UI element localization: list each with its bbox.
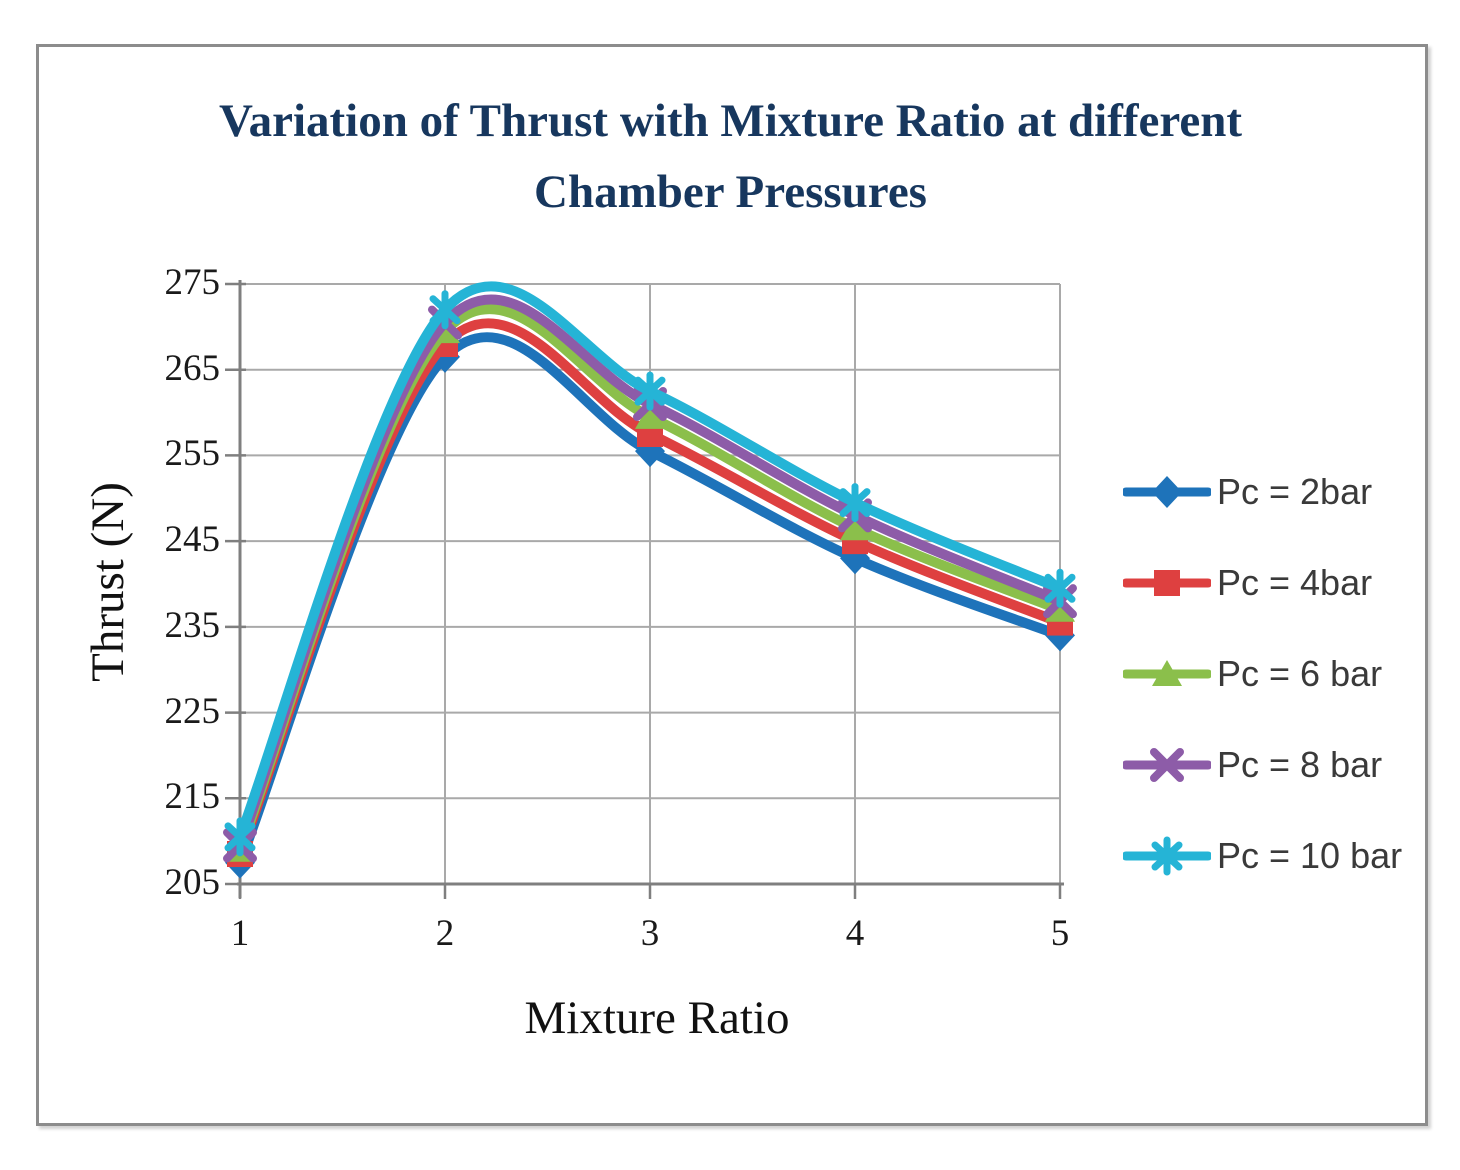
series-marker-asterisk — [839, 483, 871, 523]
legend-swatch — [1123, 476, 1211, 508]
chart-title: Variation of Thrust with Mixture Ratio a… — [36, 86, 1425, 227]
legend-item-pc-4bar: Pc = 4bar — [1123, 561, 1372, 605]
legend-swatch — [1123, 748, 1211, 782]
y-tick-label-245: 245 — [164, 519, 221, 561]
y-tick-label-215: 215 — [164, 776, 221, 818]
series-marker-triangle — [1045, 595, 1075, 622]
y-tick-label-205: 205 — [164, 862, 221, 903]
chart-title-line-2: Chamber Pressures — [534, 165, 927, 218]
y-tick-label-225: 225 — [164, 690, 221, 732]
series-marker-asterisk — [634, 371, 666, 411]
series-pc-10-bar — [224, 281, 1076, 857]
legend-item-pc-6-bar: Pc = 6 bar — [1123, 652, 1382, 696]
series-marker-asterisk — [224, 817, 256, 857]
y-tick-label-255: 255 — [164, 433, 221, 475]
legend-label: Pc = 8 bar — [1217, 744, 1383, 785]
legend-label: Pc = 6 bar — [1217, 653, 1383, 694]
y-axis-title: Thrust (N) — [82, 482, 134, 682]
x-tick-label-5: 5 — [1050, 913, 1070, 954]
legend-item-pc-2bar: Pc = 2bar — [1123, 470, 1372, 514]
x-tick-label-2: 2 — [435, 913, 455, 954]
legend-item-pc-8-bar: Pc = 8 bar — [1123, 743, 1382, 787]
series-marker-triangle — [1152, 660, 1182, 686]
series-marker-triangle — [840, 514, 870, 541]
legend-swatch — [1123, 660, 1211, 686]
x-tick-label-1: 1 — [230, 913, 250, 954]
series-marker-asterisk — [1044, 568, 1076, 608]
y-tick-label-265: 265 — [164, 347, 221, 389]
y-tick-label-235: 235 — [164, 604, 221, 646]
x-tick-label-4: 4 — [845, 913, 865, 954]
series-marker-asterisk — [1151, 836, 1183, 876]
series-line-pc-10-bar — [235, 281, 1065, 842]
series-marker-triangle — [635, 402, 665, 429]
x-tick-label-3: 3 — [640, 913, 660, 954]
legend-label: Pc = 4bar — [1217, 562, 1373, 603]
y-tick-label-275: 275 — [164, 262, 221, 303]
x-axis-title: Mixture Ratio — [524, 992, 790, 1044]
legend-item-pc-10-bar: Pc = 10 bar — [1123, 834, 1402, 878]
legend-swatch — [1123, 570, 1211, 596]
chart-title-line-1: Variation of Thrust with Mixture Ratio a… — [218, 95, 1243, 147]
series-marker-square — [1154, 570, 1180, 596]
legend-swatch — [1123, 836, 1211, 876]
series-marker-asterisk — [429, 290, 461, 330]
legend-label: Pc = 2bar — [1217, 471, 1373, 512]
series-marker-x — [1150, 748, 1184, 782]
legend-label: Pc = 10 bar — [1217, 835, 1403, 876]
series-marker-diamond — [1152, 476, 1182, 508]
